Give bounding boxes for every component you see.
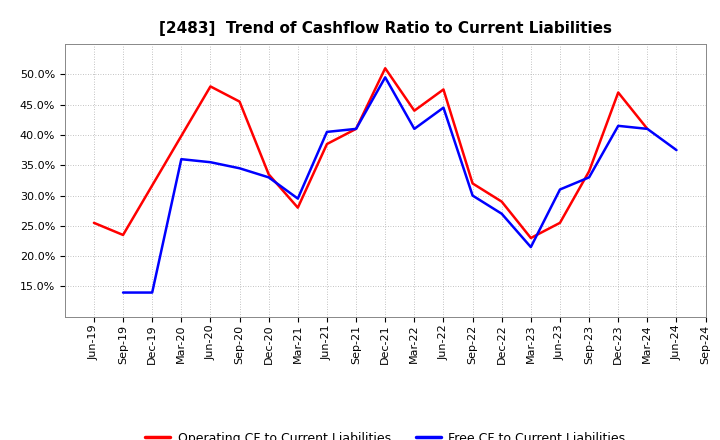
Free CF to Current Liabilities — [323, 129, 331, 135]
Operating CF to Current Liabilities — [119, 232, 127, 238]
Free CF to Current Liabilities — [410, 126, 418, 132]
Free CF to Current Liabilities — [235, 165, 244, 171]
Operating CF to Current Liabilities — [89, 220, 98, 225]
Free CF to Current Liabilities — [585, 175, 593, 180]
Free CF to Current Liabilities — [614, 123, 623, 128]
Operating CF to Current Liabilities — [614, 90, 623, 95]
Legend: Operating CF to Current Liabilities, Free CF to Current Liabilities: Operating CF to Current Liabilities, Fre… — [140, 427, 630, 440]
Operating CF to Current Liabilities — [381, 66, 390, 71]
Operating CF to Current Liabilities — [206, 84, 215, 89]
Free CF to Current Liabilities — [294, 196, 302, 201]
Free CF to Current Liabilities — [206, 160, 215, 165]
Title: [2483]  Trend of Cashflow Ratio to Current Liabilities: [2483] Trend of Cashflow Ratio to Curren… — [158, 21, 612, 36]
Operating CF to Current Liabilities — [526, 235, 535, 241]
Free CF to Current Liabilities — [381, 75, 390, 80]
Free CF to Current Liabilities — [177, 157, 186, 162]
Free CF to Current Liabilities — [556, 187, 564, 192]
Free CF to Current Liabilities — [148, 290, 156, 295]
Operating CF to Current Liabilities — [294, 205, 302, 210]
Free CF to Current Liabilities — [264, 175, 273, 180]
Free CF to Current Liabilities — [498, 211, 506, 216]
Operating CF to Current Liabilities — [264, 172, 273, 177]
Operating CF to Current Liabilities — [556, 220, 564, 225]
Operating CF to Current Liabilities — [410, 108, 418, 114]
Operating CF to Current Liabilities — [352, 126, 361, 132]
Free CF to Current Liabilities — [672, 147, 681, 153]
Operating CF to Current Liabilities — [235, 99, 244, 104]
Free CF to Current Liabilities — [352, 126, 361, 132]
Line: Operating CF to Current Liabilities: Operating CF to Current Liabilities — [94, 68, 647, 238]
Line: Free CF to Current Liabilities: Free CF to Current Liabilities — [123, 77, 677, 293]
Free CF to Current Liabilities — [643, 126, 652, 132]
Free CF to Current Liabilities — [119, 290, 127, 295]
Operating CF to Current Liabilities — [498, 199, 506, 204]
Operating CF to Current Liabilities — [643, 126, 652, 132]
Operating CF to Current Liabilities — [468, 181, 477, 186]
Free CF to Current Liabilities — [468, 193, 477, 198]
Free CF to Current Liabilities — [526, 245, 535, 250]
Operating CF to Current Liabilities — [585, 169, 593, 174]
Operating CF to Current Liabilities — [439, 87, 448, 92]
Free CF to Current Liabilities — [439, 105, 448, 110]
Operating CF to Current Liabilities — [323, 141, 331, 147]
